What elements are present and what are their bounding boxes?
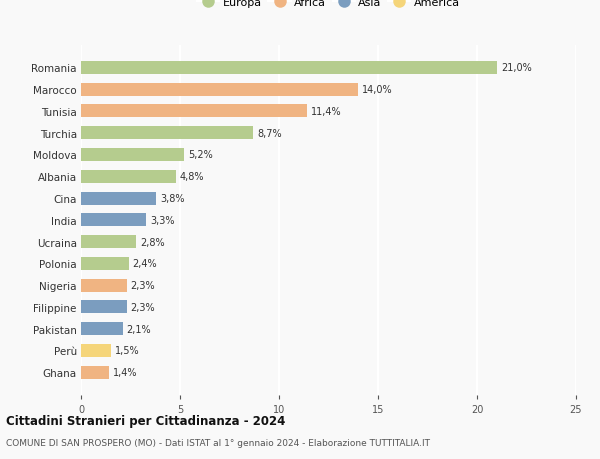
Text: 14,0%: 14,0% [362, 85, 393, 95]
Bar [81, 84, 358, 96]
Text: COMUNE DI SAN PROSPERO (MO) - Dati ISTAT al 1° gennaio 2024 - Elaborazione TUTTI: COMUNE DI SAN PROSPERO (MO) - Dati ISTAT… [6, 438, 430, 447]
Bar [81, 170, 176, 184]
Bar [81, 149, 184, 162]
Text: 2,3%: 2,3% [131, 302, 155, 312]
Text: 21,0%: 21,0% [501, 63, 532, 73]
Text: 1,5%: 1,5% [115, 346, 139, 356]
Text: 3,8%: 3,8% [160, 194, 185, 204]
Text: 2,3%: 2,3% [131, 280, 155, 291]
Text: 8,7%: 8,7% [257, 129, 282, 139]
Text: Cittadini Stranieri per Cittadinanza - 2024: Cittadini Stranieri per Cittadinanza - 2… [6, 414, 286, 428]
Text: 2,4%: 2,4% [133, 259, 157, 269]
Text: 5,2%: 5,2% [188, 150, 212, 160]
Legend: Europa, Africa, Asia, America: Europa, Africa, Asia, America [195, 0, 462, 10]
Bar [81, 235, 136, 249]
Text: 2,1%: 2,1% [127, 324, 151, 334]
Bar [81, 62, 497, 75]
Text: 1,4%: 1,4% [113, 367, 137, 377]
Bar [81, 127, 253, 140]
Text: 11,4%: 11,4% [311, 107, 341, 117]
Bar [81, 301, 127, 313]
Bar [81, 105, 307, 118]
Bar [81, 344, 111, 357]
Text: 3,3%: 3,3% [151, 215, 175, 225]
Bar [81, 192, 156, 205]
Bar [81, 322, 122, 336]
Text: 4,8%: 4,8% [180, 172, 205, 182]
Bar [81, 257, 128, 270]
Text: 2,8%: 2,8% [140, 237, 165, 247]
Bar [81, 214, 146, 227]
Bar [81, 279, 127, 292]
Bar [81, 366, 109, 379]
